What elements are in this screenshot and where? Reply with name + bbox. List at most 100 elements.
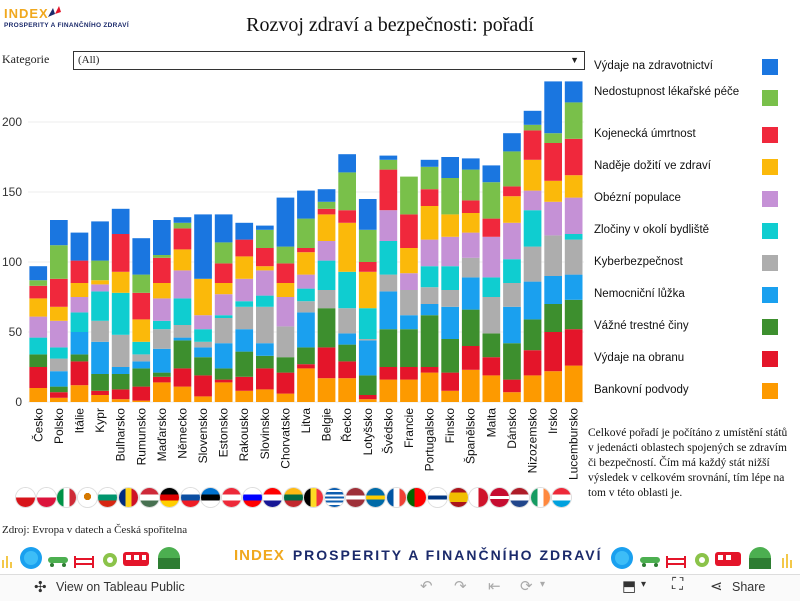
bar-segment[interactable]	[441, 306, 459, 339]
bar-segment[interactable]	[503, 306, 521, 344]
bar-segment[interactable]	[420, 315, 439, 367]
bar-segment[interactable]	[276, 326, 295, 358]
bar-segment[interactable]	[132, 400, 151, 402]
bar-segment[interactable]	[29, 337, 48, 355]
bar-segment[interactable]	[132, 386, 151, 401]
bar-segment[interactable]	[523, 246, 542, 282]
bar-segment[interactable]	[400, 379, 418, 402]
bar-segment[interactable]	[461, 277, 480, 310]
bar-segment[interactable]	[173, 298, 192, 325]
chevron-down-icon[interactable]: ▾	[540, 579, 546, 590]
bar-segment[interactable]	[29, 354, 48, 367]
bar-segment[interactable]	[564, 329, 583, 366]
bar-segment[interactable]	[297, 248, 315, 253]
bar-segment[interactable]	[214, 379, 233, 383]
bar-segment[interactable]	[317, 241, 336, 261]
bar-segment[interactable]	[153, 329, 171, 349]
bar-segment[interactable]	[503, 259, 521, 283]
bar-segment[interactable]	[91, 221, 109, 261]
bar-segment[interactable]	[235, 239, 254, 257]
bar-segment[interactable]	[50, 347, 68, 359]
bar-segment[interactable]	[50, 358, 68, 372]
bar-segment[interactable]	[194, 357, 212, 376]
bar-segment[interactable]	[297, 347, 315, 365]
bar-segment[interactable]	[379, 210, 398, 241]
bar-segment[interactable]	[297, 274, 315, 289]
bar-segment[interactable]	[400, 176, 418, 215]
bar-segment[interactable]	[70, 385, 89, 402]
bar-segment[interactable]	[132, 292, 151, 320]
bar-segment[interactable]	[256, 389, 274, 402]
bar-segment[interactable]	[420, 372, 439, 402]
bar-segment[interactable]	[544, 143, 562, 181]
bar-segment[interactable]	[358, 308, 377, 339]
bar-segment[interactable]	[91, 395, 109, 402]
bar-segment[interactable]	[544, 133, 562, 143]
bar-segment[interactable]	[523, 210, 542, 247]
bar-segment[interactable]	[173, 249, 192, 271]
bar-segment[interactable]	[297, 368, 315, 402]
bar-segment[interactable]	[420, 159, 439, 167]
bar-segment[interactable]	[132, 274, 151, 293]
bar-segment[interactable]	[400, 290, 418, 316]
bar-segment[interactable]	[441, 214, 459, 237]
bar-segment[interactable]	[564, 197, 583, 234]
bar-segment[interactable]	[358, 375, 377, 395]
bar-segment[interactable]	[420, 287, 439, 304]
bar-segment[interactable]	[276, 197, 295, 247]
bar-segment[interactable]	[544, 332, 562, 372]
bar-segment[interactable]	[91, 291, 109, 321]
bar-segment[interactable]	[153, 376, 171, 383]
bar-segment[interactable]	[50, 278, 68, 307]
bar-segment[interactable]	[153, 283, 171, 299]
bar-segment[interactable]	[544, 180, 562, 202]
bar-segment[interactable]	[544, 304, 562, 332]
bar-segment[interactable]	[523, 124, 542, 131]
bar-segment[interactable]	[441, 290, 459, 307]
bar-segment[interactable]	[91, 284, 109, 292]
bar-segment[interactable]	[317, 208, 336, 215]
bar-segment[interactable]	[256, 248, 274, 267]
bar-segment[interactable]	[214, 315, 233, 318]
bar-segment[interactable]	[29, 285, 48, 299]
bar-segment[interactable]	[235, 390, 254, 402]
bar-segment[interactable]	[70, 283, 89, 297]
bar-segment[interactable]	[461, 158, 480, 170]
bar-segment[interactable]	[132, 238, 151, 275]
bar-segment[interactable]	[153, 298, 171, 321]
bar-segment[interactable]	[173, 270, 192, 299]
bar-segment[interactable]	[194, 278, 212, 316]
bar-segment[interactable]	[194, 375, 212, 397]
bar-segment[interactable]	[317, 378, 336, 402]
bar-segment[interactable]	[523, 130, 542, 160]
bar-segment[interactable]	[503, 186, 521, 197]
bar-segment[interactable]	[420, 166, 439, 190]
bar-segment[interactable]	[214, 242, 233, 264]
bar-segment[interactable]	[461, 257, 480, 278]
bar-segment[interactable]	[441, 390, 459, 402]
bar-segment[interactable]	[379, 274, 398, 292]
bar-segment[interactable]	[358, 399, 377, 402]
bar-segment[interactable]	[256, 266, 274, 271]
bar-segment[interactable]	[420, 367, 439, 373]
bar-segment[interactable]	[111, 374, 130, 390]
bar-segment[interactable]	[338, 378, 356, 402]
bar-segment[interactable]	[564, 81, 583, 103]
bar-segment[interactable]	[482, 182, 501, 219]
bar-segment[interactable]	[50, 386, 68, 393]
bar-segment[interactable]	[544, 371, 562, 402]
bar-segment[interactable]	[503, 196, 521, 223]
bar-segment[interactable]	[214, 368, 233, 380]
bar-segment[interactable]	[317, 290, 336, 309]
bar-segment[interactable]	[235, 306, 254, 330]
bar-segment[interactable]	[70, 312, 89, 332]
bar-segment[interactable]	[564, 299, 583, 330]
bar-segment[interactable]	[564, 234, 583, 240]
bar-segment[interactable]	[256, 343, 274, 356]
bar-segment[interactable]	[420, 189, 439, 206]
bar-segment[interactable]	[338, 271, 356, 309]
bar-segment[interactable]	[461, 200, 480, 213]
bar-segment[interactable]	[50, 220, 68, 246]
bar-segment[interactable]	[358, 340, 377, 376]
bar-segment[interactable]	[461, 213, 480, 233]
